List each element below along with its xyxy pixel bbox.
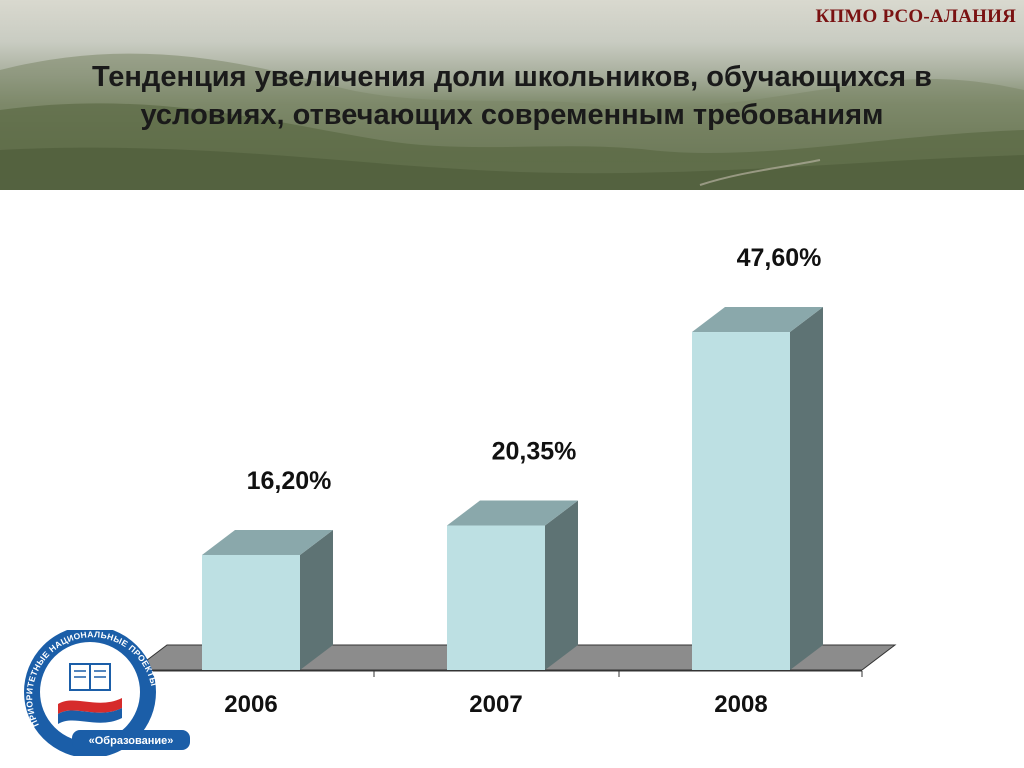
data-label: 47,60% <box>737 244 822 272</box>
org-label: КПМО РСО-АЛАНИЯ <box>815 6 1016 27</box>
landscape-background <box>0 53 1024 190</box>
data-label: 16,20% <box>247 467 332 495</box>
logo-bottom-text: «Образование» <box>89 735 174 747</box>
book-icon <box>69 663 111 691</box>
bar-side <box>545 500 578 670</box>
education-project-logo: ПРИОРИТЕТНЫЕ НАЦИОНАЛЬНЫЕ ПРОЕКТЫ «Образ… <box>24 630 190 756</box>
bar <box>202 554 300 670</box>
x-tick-label: 2006 <box>224 691 277 718</box>
header-banner: КПМО РСО-АЛАНИЯ Тенденция увеличения дол… <box>0 0 1024 190</box>
bar-side <box>300 529 333 670</box>
bar-top <box>202 529 333 555</box>
flag-wave-icon <box>58 698 122 724</box>
bar <box>692 332 790 670</box>
x-tick-label: 2008 <box>714 691 767 718</box>
x-tick-label: 2007 <box>469 691 522 718</box>
bar-chart: 16,20% 2006 20,35% 2007 47,60% 2008 <box>132 244 897 718</box>
data-label: 20,35% <box>492 438 577 466</box>
bar-top <box>447 500 578 526</box>
bar-top <box>692 307 823 333</box>
bar <box>447 525 545 670</box>
bar-side <box>790 307 823 670</box>
slide-title-line-1: Тенденция увеличения доли школьников, об… <box>92 61 932 93</box>
slide-title-line-2: условиях, отвечающих современным требова… <box>140 99 884 131</box>
slide-title: Тенденция увеличения доли школьников, об… <box>0 58 1024 134</box>
